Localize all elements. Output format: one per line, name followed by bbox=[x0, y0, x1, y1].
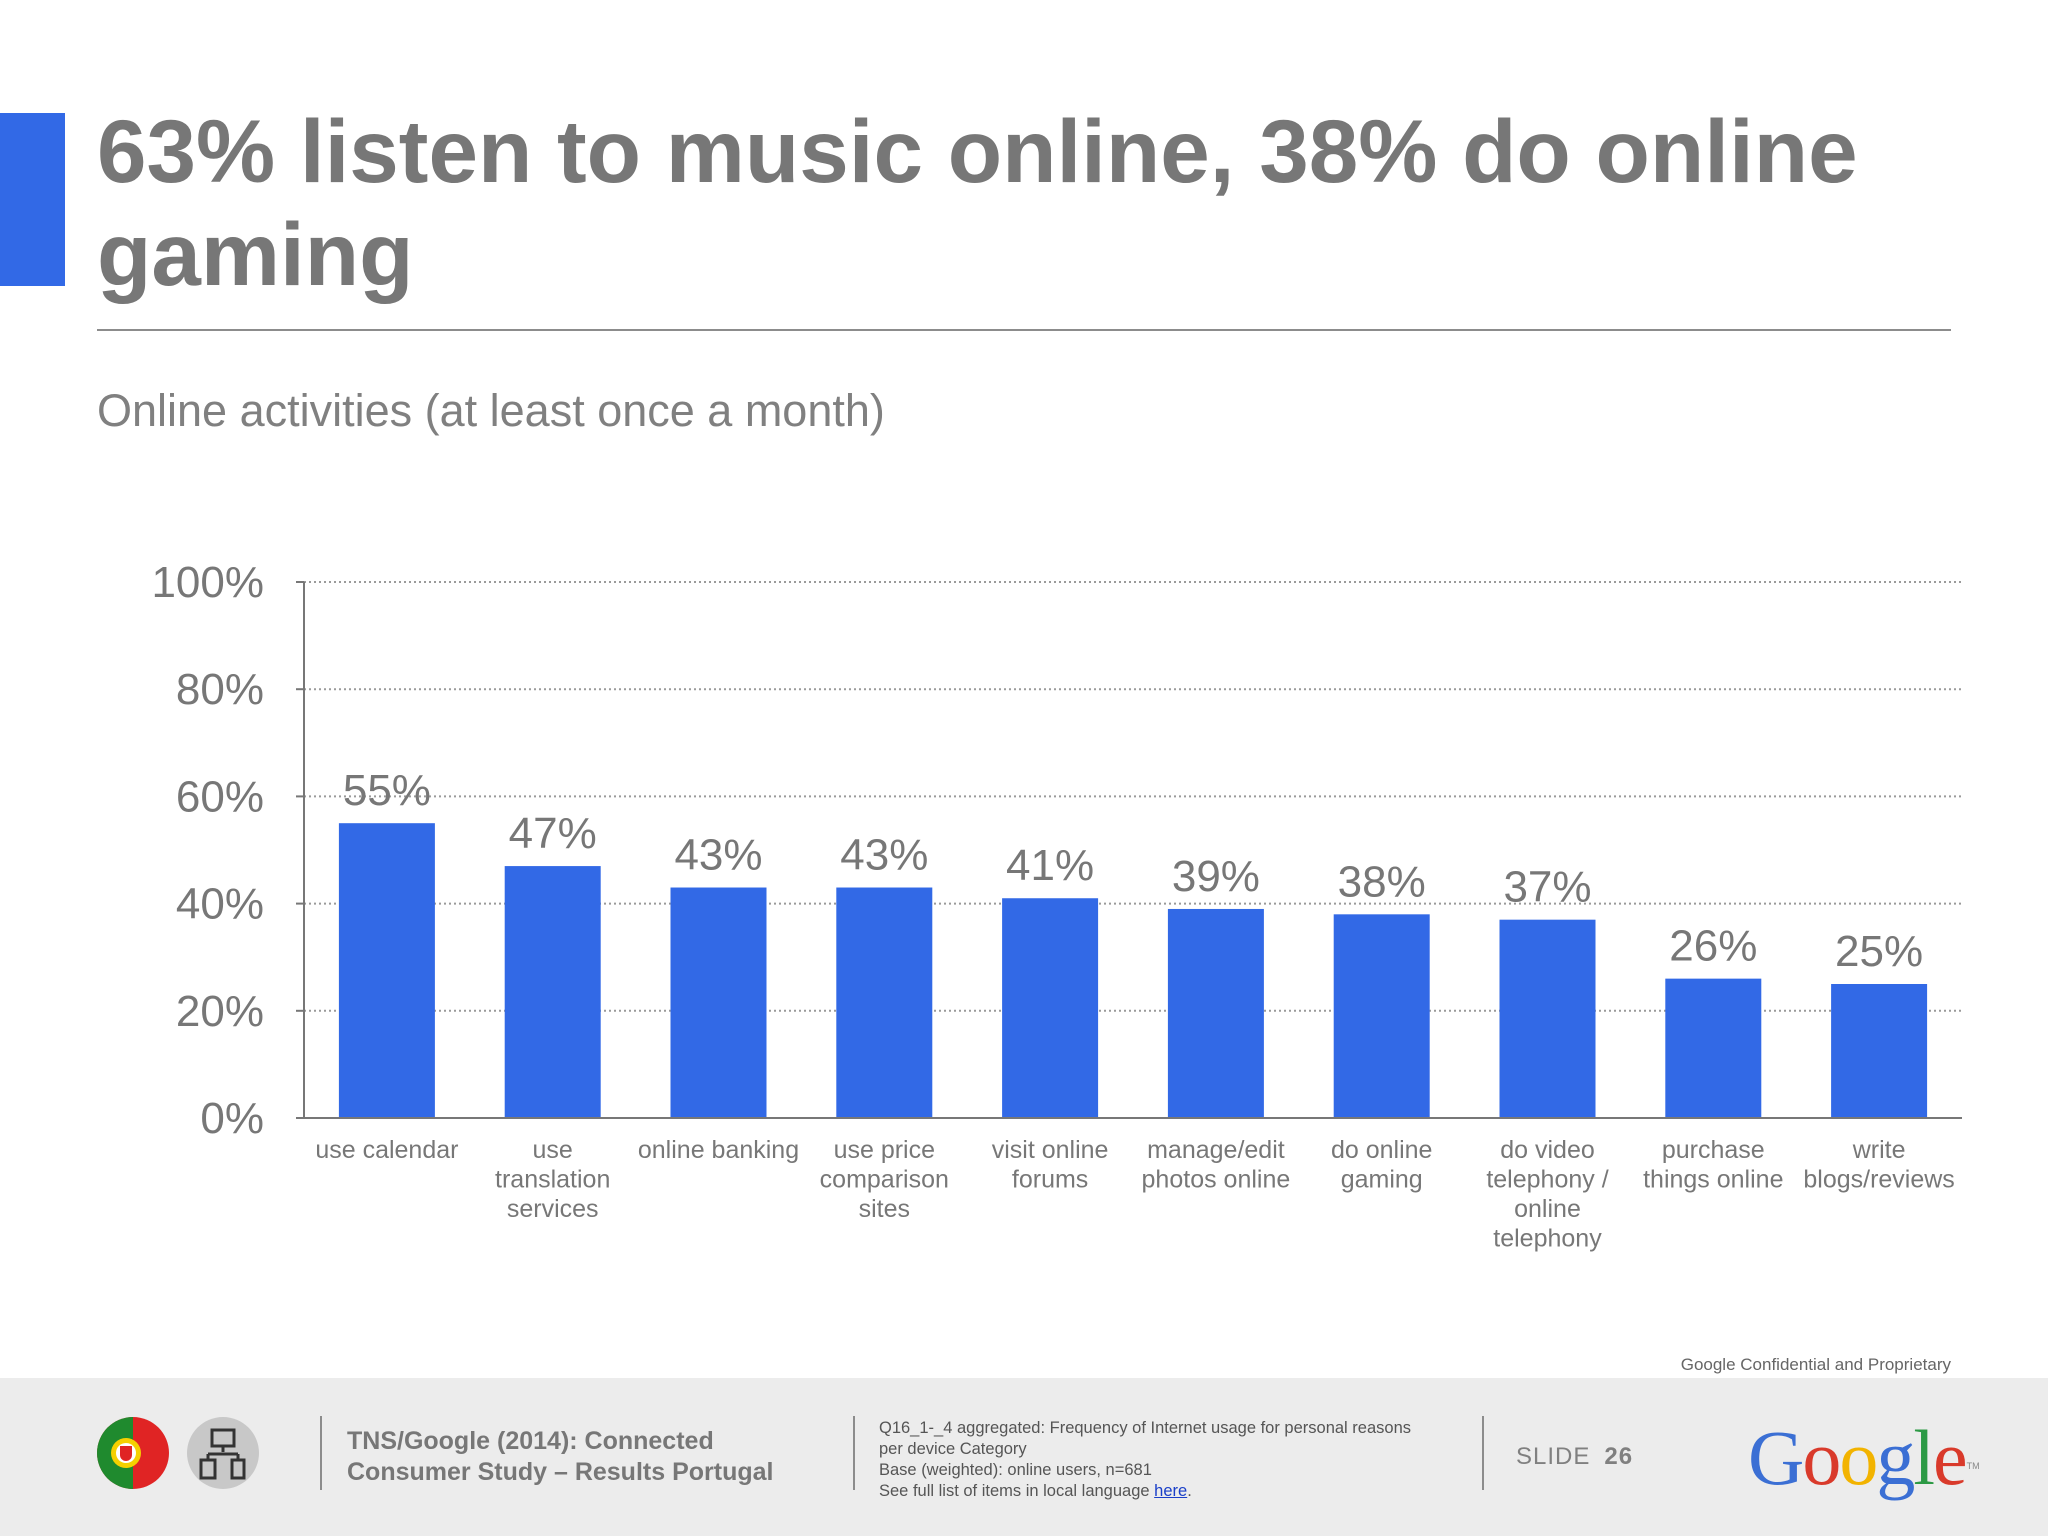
bar bbox=[670, 887, 767, 1118]
data-label: 43% bbox=[840, 831, 928, 880]
bar-chart: 0% 20% 40% 60% 80% 100% 55% 47% 43% 43% 41% 39% 38%… bbox=[151, 558, 1962, 1253]
x-category-line: comparison bbox=[820, 1166, 949, 1194]
bar bbox=[1499, 919, 1596, 1118]
study-line-2: Consumer Study – Results Portugal bbox=[347, 1458, 774, 1486]
bar bbox=[1665, 978, 1762, 1118]
google-logo: Google TM bbox=[1748, 1418, 1980, 1498]
x-category-line: online banking bbox=[638, 1136, 799, 1164]
x-category-label: use translation services bbox=[495, 1136, 610, 1223]
x-category-line: write bbox=[1852, 1136, 1906, 1164]
x-category-label: purchase things online bbox=[1643, 1136, 1783, 1194]
x-category-line: purchase bbox=[1662, 1136, 1765, 1164]
data-label: 25% bbox=[1835, 927, 1923, 976]
footer-separator bbox=[853, 1416, 855, 1490]
y-tick-label: 100% bbox=[151, 558, 264, 607]
logo-letter: g bbox=[1876, 1414, 1915, 1501]
x-category-line: do video bbox=[1500, 1136, 1595, 1164]
y-tick-label: 60% bbox=[176, 772, 264, 821]
bar bbox=[504, 866, 601, 1118]
x-category-label: use price comparison sites bbox=[820, 1136, 949, 1223]
note-line-1: Q16_1-_4 aggregated: Frequency of Intern… bbox=[879, 1419, 1412, 1437]
x-category-line: translation bbox=[495, 1166, 610, 1194]
slide-label: SLIDE bbox=[1516, 1443, 1591, 1470]
data-label: 39% bbox=[1172, 852, 1260, 901]
y-tick-label: 40% bbox=[176, 880, 264, 929]
chart-bars bbox=[338, 823, 1928, 1118]
x-category-line: use bbox=[533, 1136, 573, 1164]
x-category-line: services bbox=[507, 1195, 599, 1223]
data-labels: 55% 47% 43% 43% 41% 39% 38% 37% 26% 25% bbox=[343, 766, 1923, 976]
title-divider bbox=[97, 329, 1951, 331]
footer-separator bbox=[1482, 1416, 1484, 1490]
slide-title: 63% listen to music online, 38% do onlin… bbox=[97, 101, 1858, 304]
confidential-notice: Google Confidential and Proprietary bbox=[1680, 1355, 1951, 1374]
x-category-line: online bbox=[1514, 1195, 1581, 1223]
logo-letter: o bbox=[1802, 1414, 1841, 1501]
data-label: 38% bbox=[1338, 857, 1426, 906]
title-accent-bar bbox=[0, 113, 65, 286]
note-line-3: Base (weighted): online users, n=681 bbox=[879, 1461, 1152, 1479]
logo-letter: l bbox=[1913, 1414, 1935, 1501]
y-tick-label: 0% bbox=[200, 1094, 264, 1143]
bar bbox=[836, 887, 933, 1118]
x-category-line: use calendar bbox=[315, 1136, 458, 1164]
x-category-label: visit online forums bbox=[992, 1136, 1109, 1194]
here-link[interactable]: here bbox=[1154, 1482, 1188, 1500]
bar bbox=[1831, 984, 1928, 1118]
study-source: TNS/Google (2014): Connected Consumer St… bbox=[347, 1426, 827, 1488]
bar bbox=[338, 823, 435, 1118]
logo-letter: G bbox=[1748, 1414, 1804, 1501]
x-category-label: use calendar bbox=[315, 1136, 458, 1164]
y-tick-label: 20% bbox=[176, 987, 264, 1036]
x-axis-categories: use calendar use translation services online… bbox=[315, 1136, 1955, 1253]
devices-icon bbox=[187, 1417, 259, 1489]
note-line-4-suffix: . bbox=[1187, 1482, 1192, 1500]
methodology-note: Q16_1-_4 aggregated: Frequency of Intern… bbox=[879, 1418, 1459, 1502]
slide-number: 26 bbox=[1604, 1443, 1634, 1470]
x-category-line: gaming bbox=[1341, 1166, 1423, 1194]
x-category-line: forums bbox=[1012, 1166, 1088, 1194]
note-line-4-prefix: See full list of items in local language bbox=[879, 1482, 1155, 1500]
x-category-label: do video telephony / online telephony bbox=[1486, 1136, 1608, 1253]
logo-letter: e bbox=[1933, 1414, 1968, 1501]
x-category-line: photos online bbox=[1142, 1166, 1291, 1194]
slide-indicator: SLIDE 26 bbox=[1516, 1443, 1633, 1471]
data-label: 37% bbox=[1503, 863, 1591, 912]
x-category-line: use price bbox=[834, 1136, 935, 1164]
bar bbox=[1002, 898, 1099, 1118]
y-tick-label: 80% bbox=[176, 665, 264, 714]
x-category-line: sites bbox=[859, 1195, 910, 1223]
x-category-line: manage/edit bbox=[1147, 1136, 1285, 1164]
data-label: 47% bbox=[509, 809, 597, 858]
study-line-1: TNS/Google (2014): Connected bbox=[347, 1427, 714, 1455]
x-category-line: things online bbox=[1643, 1166, 1783, 1194]
y-axis-ticks: 0% 20% 40% 60% 80% 100% bbox=[151, 558, 304, 1143]
logo-letter: o bbox=[1839, 1414, 1878, 1501]
portugal-flag-icon bbox=[97, 1417, 169, 1489]
x-category-line: do online bbox=[1331, 1136, 1432, 1164]
x-category-label: online banking bbox=[638, 1136, 799, 1164]
data-label: 41% bbox=[1006, 841, 1094, 890]
footer-separator bbox=[320, 1416, 322, 1490]
note-line-2: per device Category bbox=[879, 1440, 1027, 1458]
footer: TNS/Google (2014): Connected Consumer St… bbox=[0, 1378, 2048, 1536]
chart-subtitle: Online activities (at least once a month… bbox=[97, 385, 885, 436]
data-label: 26% bbox=[1669, 922, 1757, 971]
bar bbox=[1333, 914, 1430, 1118]
x-category-line: telephony / bbox=[1486, 1166, 1608, 1194]
data-label: 55% bbox=[343, 766, 431, 815]
x-category-label: write blogs/reviews bbox=[1803, 1136, 1954, 1194]
x-category-label: manage/edit photos online bbox=[1142, 1136, 1291, 1194]
bar bbox=[1167, 908, 1264, 1118]
x-category-line: telephony bbox=[1493, 1225, 1602, 1253]
note-line-4: See full list of items in local language… bbox=[879, 1481, 1459, 1502]
logo-trademark: TM bbox=[1966, 1461, 1980, 1471]
x-category-line: blogs/reviews bbox=[1803, 1166, 1954, 1194]
data-label: 43% bbox=[674, 831, 762, 880]
x-category-line: visit online bbox=[992, 1136, 1109, 1164]
x-category-label: do online gaming bbox=[1331, 1136, 1432, 1194]
